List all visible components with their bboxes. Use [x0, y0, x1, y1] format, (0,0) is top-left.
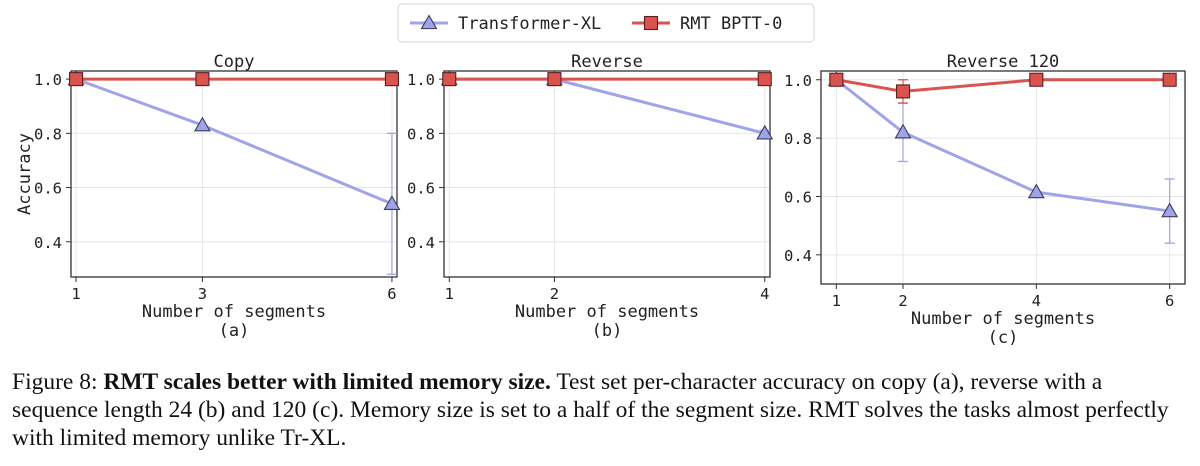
panel-sublabel: (b) [592, 321, 623, 341]
x-axis-label: Number of segments [515, 302, 699, 322]
axes-frame [443, 70, 771, 278]
series-line [449, 77, 766, 135]
point-2 [756, 124, 774, 140]
panel-sublabel: (c) [988, 328, 1019, 348]
legend-frame [397, 3, 815, 43]
ytick-label-3: 1.0 [34, 71, 62, 89]
ytick-label-2: 0.8 [34, 125, 62, 143]
axes-frame [70, 70, 398, 278]
legend-label-1: RMT BPTT-0 [680, 14, 782, 34]
xtick-label-1: 2 [550, 285, 559, 303]
ytick-label-3: 1.0 [784, 72, 812, 90]
axes-frame [820, 70, 1186, 285]
ytick-label-2: 0.8 [784, 130, 812, 148]
xtick-label-2: 6 [387, 285, 396, 303]
legend-marker-0 [420, 14, 438, 30]
point-1 [895, 84, 911, 99]
ytick-label-1: 0.6 [34, 180, 62, 198]
chart-panel-2: 0.4 0.6 0.8 1.0 1 2 4 6 Reverse 120 Number of seg… [784, 52, 1186, 348]
panel-sublabel: (a) [219, 321, 250, 341]
point-3 [1161, 202, 1179, 218]
xtick-label-1: 3 [198, 285, 207, 303]
point-2 [384, 72, 399, 87]
ytick-label-0: 0.4 [407, 234, 435, 252]
point-2 [1029, 72, 1044, 87]
ytick-label-1: 0.6 [407, 180, 435, 198]
xtick-label-3: 6 [1165, 292, 1174, 310]
figure-caption: Figure 8: RMT scales better with limited… [12, 368, 1192, 452]
point-0 [829, 72, 844, 87]
point-1 [894, 123, 912, 139]
series-0 [440, 70, 774, 140]
x-axis-label: Number of segments [142, 302, 326, 322]
legend-label-0: Transformer-XL [458, 14, 601, 34]
chart-panel-1: 0.4 0.6 0.8 1.0 1 2 4 Reverse Number of segments… [407, 52, 774, 341]
caption-text: Test set per-character accuracy on copy … [12, 369, 1169, 451]
chart-canvas: Transformer-XL RMT BPTT-0 0.4 0.6 0.8 1.0 1 3 6 C… [15, 3, 1186, 348]
series-line [836, 78, 1170, 93]
point-2 [1027, 183, 1045, 199]
ytick-label-1: 0.6 [784, 188, 812, 206]
series-1 [69, 72, 399, 87]
chart-title: Copy [214, 52, 255, 72]
series-0 [67, 70, 401, 275]
chart-title: Reverse [571, 52, 643, 72]
series-line [835, 78, 1170, 213]
caption-label: Figure 8: [12, 369, 104, 395]
chart-panel-0: 0.4 0.6 0.8 1.0 1 3 6 Copy Number of segments(a)… [15, 52, 401, 341]
ytick-label-0: 0.4 [784, 247, 812, 265]
xtick-label-0: 1 [445, 285, 454, 303]
y-axis-label: Accuracy [15, 133, 35, 215]
series-1 [829, 72, 1177, 104]
xtick-label-0: 1 [832, 292, 841, 310]
series-0 [827, 71, 1179, 244]
legend: Transformer-XL RMT BPTT-0 [397, 3, 815, 43]
point-3 [1162, 72, 1177, 87]
series-1 [442, 72, 772, 87]
point-1 [195, 72, 210, 87]
point-0 [442, 72, 457, 87]
xtick-label-1: 2 [898, 292, 907, 310]
series-line [75, 77, 393, 206]
legend-marker-1 [643, 15, 659, 31]
point-1 [193, 116, 211, 132]
ytick-label-2: 0.8 [407, 125, 435, 143]
point-0 [69, 72, 84, 87]
xtick-label-0: 1 [71, 285, 80, 303]
xtick-label-2: 4 [1032, 292, 1041, 310]
point-2 [757, 72, 772, 87]
point-2 [383, 195, 401, 210]
xtick-label-2: 4 [760, 285, 769, 303]
ytick-label-3: 1.0 [407, 71, 435, 89]
ytick-label-0: 0.4 [34, 234, 62, 252]
point-1 [547, 72, 562, 87]
x-axis-label: Number of segments [911, 309, 1095, 329]
chart-title: Reverse 120 [947, 52, 1060, 72]
caption-bold: RMT scales better with limited memory si… [103, 369, 551, 395]
